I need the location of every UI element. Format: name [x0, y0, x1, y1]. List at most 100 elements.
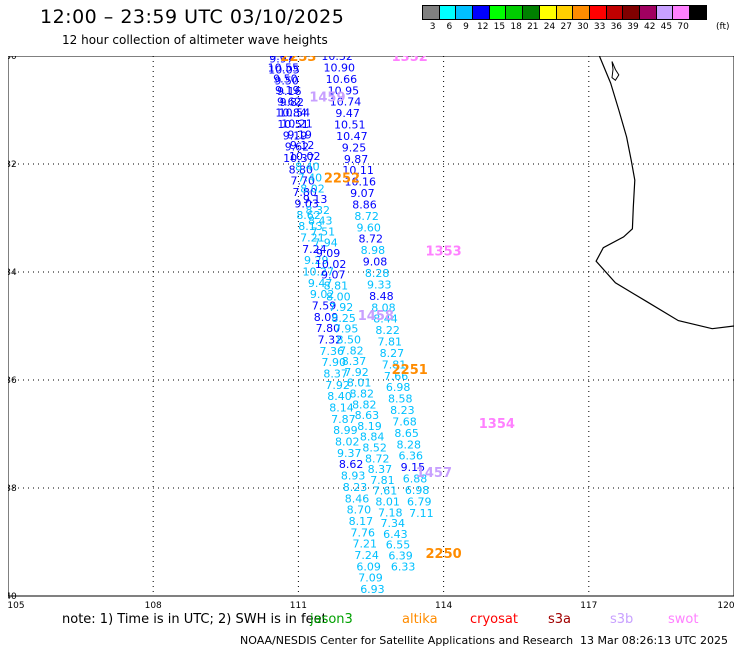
wave-height-label: 8.13 — [298, 220, 323, 233]
wave-height-label: 9.47 — [335, 107, 360, 120]
satellite-label-altika: altika — [402, 612, 438, 627]
wave-height-label: 9.08 — [363, 256, 388, 269]
legend-swatch — [689, 5, 707, 20]
legend-swatch — [438, 5, 457, 20]
wave-height-label: 7.09 — [358, 572, 383, 585]
wave-height-label: 10.54 — [279, 107, 311, 120]
wave-height-label: 8.40 — [327, 390, 352, 403]
wave-height-label: 8.37 — [368, 463, 393, 476]
wave-height-label: 8.02 — [300, 182, 325, 195]
pass-time-label: 1459 — [309, 91, 345, 106]
wave-height-label: 8.82 — [349, 388, 374, 401]
wave-height-label: 8.44 — [373, 313, 398, 326]
legend-tick-label: 27 — [560, 22, 572, 32]
wave-height-label: 9.87 — [344, 153, 369, 166]
wave-height-label: 10.27 — [302, 265, 334, 278]
wave-height-label: 8.37 — [323, 368, 348, 381]
pass-time-label: 1458 — [358, 309, 394, 324]
wave-height-label: 7.51 — [311, 226, 336, 239]
wave-height-label: 10.47 — [336, 130, 368, 143]
wave-height-label: 9.33 — [367, 278, 392, 291]
pass-time-label: 2250 — [426, 547, 462, 562]
legend-tick-label: 30 — [577, 22, 589, 32]
wave-height-label: 8.48 — [369, 290, 394, 303]
wave-height-label: 8.08 — [371, 301, 396, 314]
wave-height-label: 8.58 — [388, 393, 413, 406]
lon-tick-label: 120 — [717, 601, 734, 611]
wave-height-label: 7.87 — [331, 413, 356, 426]
wave-height-label: 9.29 — [304, 254, 329, 267]
wave-height-label: 9.97 — [269, 56, 294, 63]
legend-tick-label: 33 — [593, 22, 606, 32]
lat-tick-label: -32 — [8, 160, 17, 170]
pass-time-label: 2252 — [324, 172, 360, 187]
wave-height-label: 8.19 — [357, 420, 382, 433]
legend-tick-label: 42 — [643, 22, 656, 32]
wave-height-label: 10.11 — [342, 164, 374, 177]
legend-swatch — [488, 5, 507, 20]
wave-height-label: 7.11 — [409, 507, 434, 520]
page-subtitle: 12 hour collection of altimeter wave hei… — [62, 33, 328, 47]
wave-height-label: 7.95 — [334, 323, 359, 336]
wave-height-label: 10.05 — [268, 64, 300, 77]
legend-tick-label: 39 — [627, 22, 639, 32]
wave-height-label: 7.21 — [352, 538, 377, 551]
legend-tick-label: 12 — [476, 22, 489, 32]
wave-height-label: 10.16 — [345, 176, 377, 189]
legend-swatch — [672, 5, 690, 20]
wave-height-label: 8.01 — [375, 496, 400, 509]
note-text: note: 1) Time is in UTC; 2) SWH is in fe… — [62, 612, 327, 627]
wave-height-label: 8.72 — [365, 452, 390, 465]
legend-labels: (ft) 3 6 9 12 15 18 21 24 27 30 33 36 39 42 45 70 — [422, 20, 732, 34]
legend-tick-label: 3 — [429, 22, 436, 32]
legend-tick-label: 6 — [446, 22, 453, 32]
wave-height-label: 7.81 — [378, 336, 403, 349]
wave-height-label: 8.98 — [361, 244, 386, 257]
wave-height-label: 10.02 — [315, 258, 347, 271]
wave-height-map: 105 108 111 114 117 120 -30 -32 -34 -36 -38 -40 9.97… — [8, 56, 734, 611]
wave-height-label: 8.00 — [326, 290, 351, 303]
legend-swatch — [505, 5, 524, 20]
wave-height-label: 7.92 — [325, 379, 350, 392]
wave-height-label: 10.95 — [328, 84, 360, 97]
satellite-label-s3b: s3b — [610, 612, 634, 627]
wave-height-label: 8.62 — [296, 209, 321, 222]
wave-height-label: 7.92 — [344, 366, 369, 379]
legend-swatch — [538, 5, 557, 20]
wave-height-label: 6.36 — [399, 450, 424, 463]
legend-tick-label: 9 — [463, 22, 469, 32]
wave-height-label: 7.21 — [300, 231, 325, 244]
legend-tick-label: 21 — [527, 22, 539, 32]
legend-tick-label: 36 — [610, 22, 623, 32]
pass-time-label: 1352 — [392, 56, 428, 65]
wave-height-label: 7.36 — [320, 345, 345, 358]
wave-height-label: 7.66 — [384, 370, 409, 383]
page-title: 12:00 – 23:59 UTC 03/10/2025 — [40, 6, 345, 28]
wave-height-label: 10.90 — [323, 61, 355, 74]
wave-height-label: 8.17 — [349, 515, 374, 528]
legend-swatch — [655, 5, 674, 20]
legend-tick-label: 24 — [543, 22, 556, 32]
wave-height-legend: (ft) 3 6 9 12 15 18 21 24 27 30 33 36 39 42 45 70 — [422, 5, 732, 34]
lat-tick-label: -40 — [8, 592, 17, 602]
map-frame — [8, 56, 734, 597]
wave-height-label: 8.23 — [343, 481, 368, 494]
wave-height-label: 8.82 — [352, 398, 377, 411]
lon-tick-label: 111 — [290, 601, 307, 611]
lon-tick-label: 117 — [580, 601, 597, 611]
wave-height-label: 8.01 — [347, 377, 372, 390]
lat-tick-label: -36 — [8, 376, 17, 386]
lat-tick-label: -38 — [8, 484, 17, 494]
legend-tick-label: 45 — [660, 22, 673, 32]
wave-height-label: 8.72 — [354, 210, 379, 223]
footer-credit: NOAA/NESDIS Center for Satellite Applica… — [240, 634, 574, 647]
wave-height-label: 8.70 — [347, 504, 372, 517]
wave-height-label: 8.72 — [359, 233, 384, 246]
wave-height-label: 8.40 — [295, 161, 320, 174]
wave-height-label: 7.70 — [291, 175, 316, 188]
wave-height-label: 9.07 — [350, 187, 375, 200]
wave-height-label: 8.22 — [375, 324, 400, 337]
wave-height-label: 8.84 — [360, 431, 385, 444]
legend-swatch — [605, 5, 624, 20]
satellite-label-jason3: jason3 — [310, 612, 353, 627]
